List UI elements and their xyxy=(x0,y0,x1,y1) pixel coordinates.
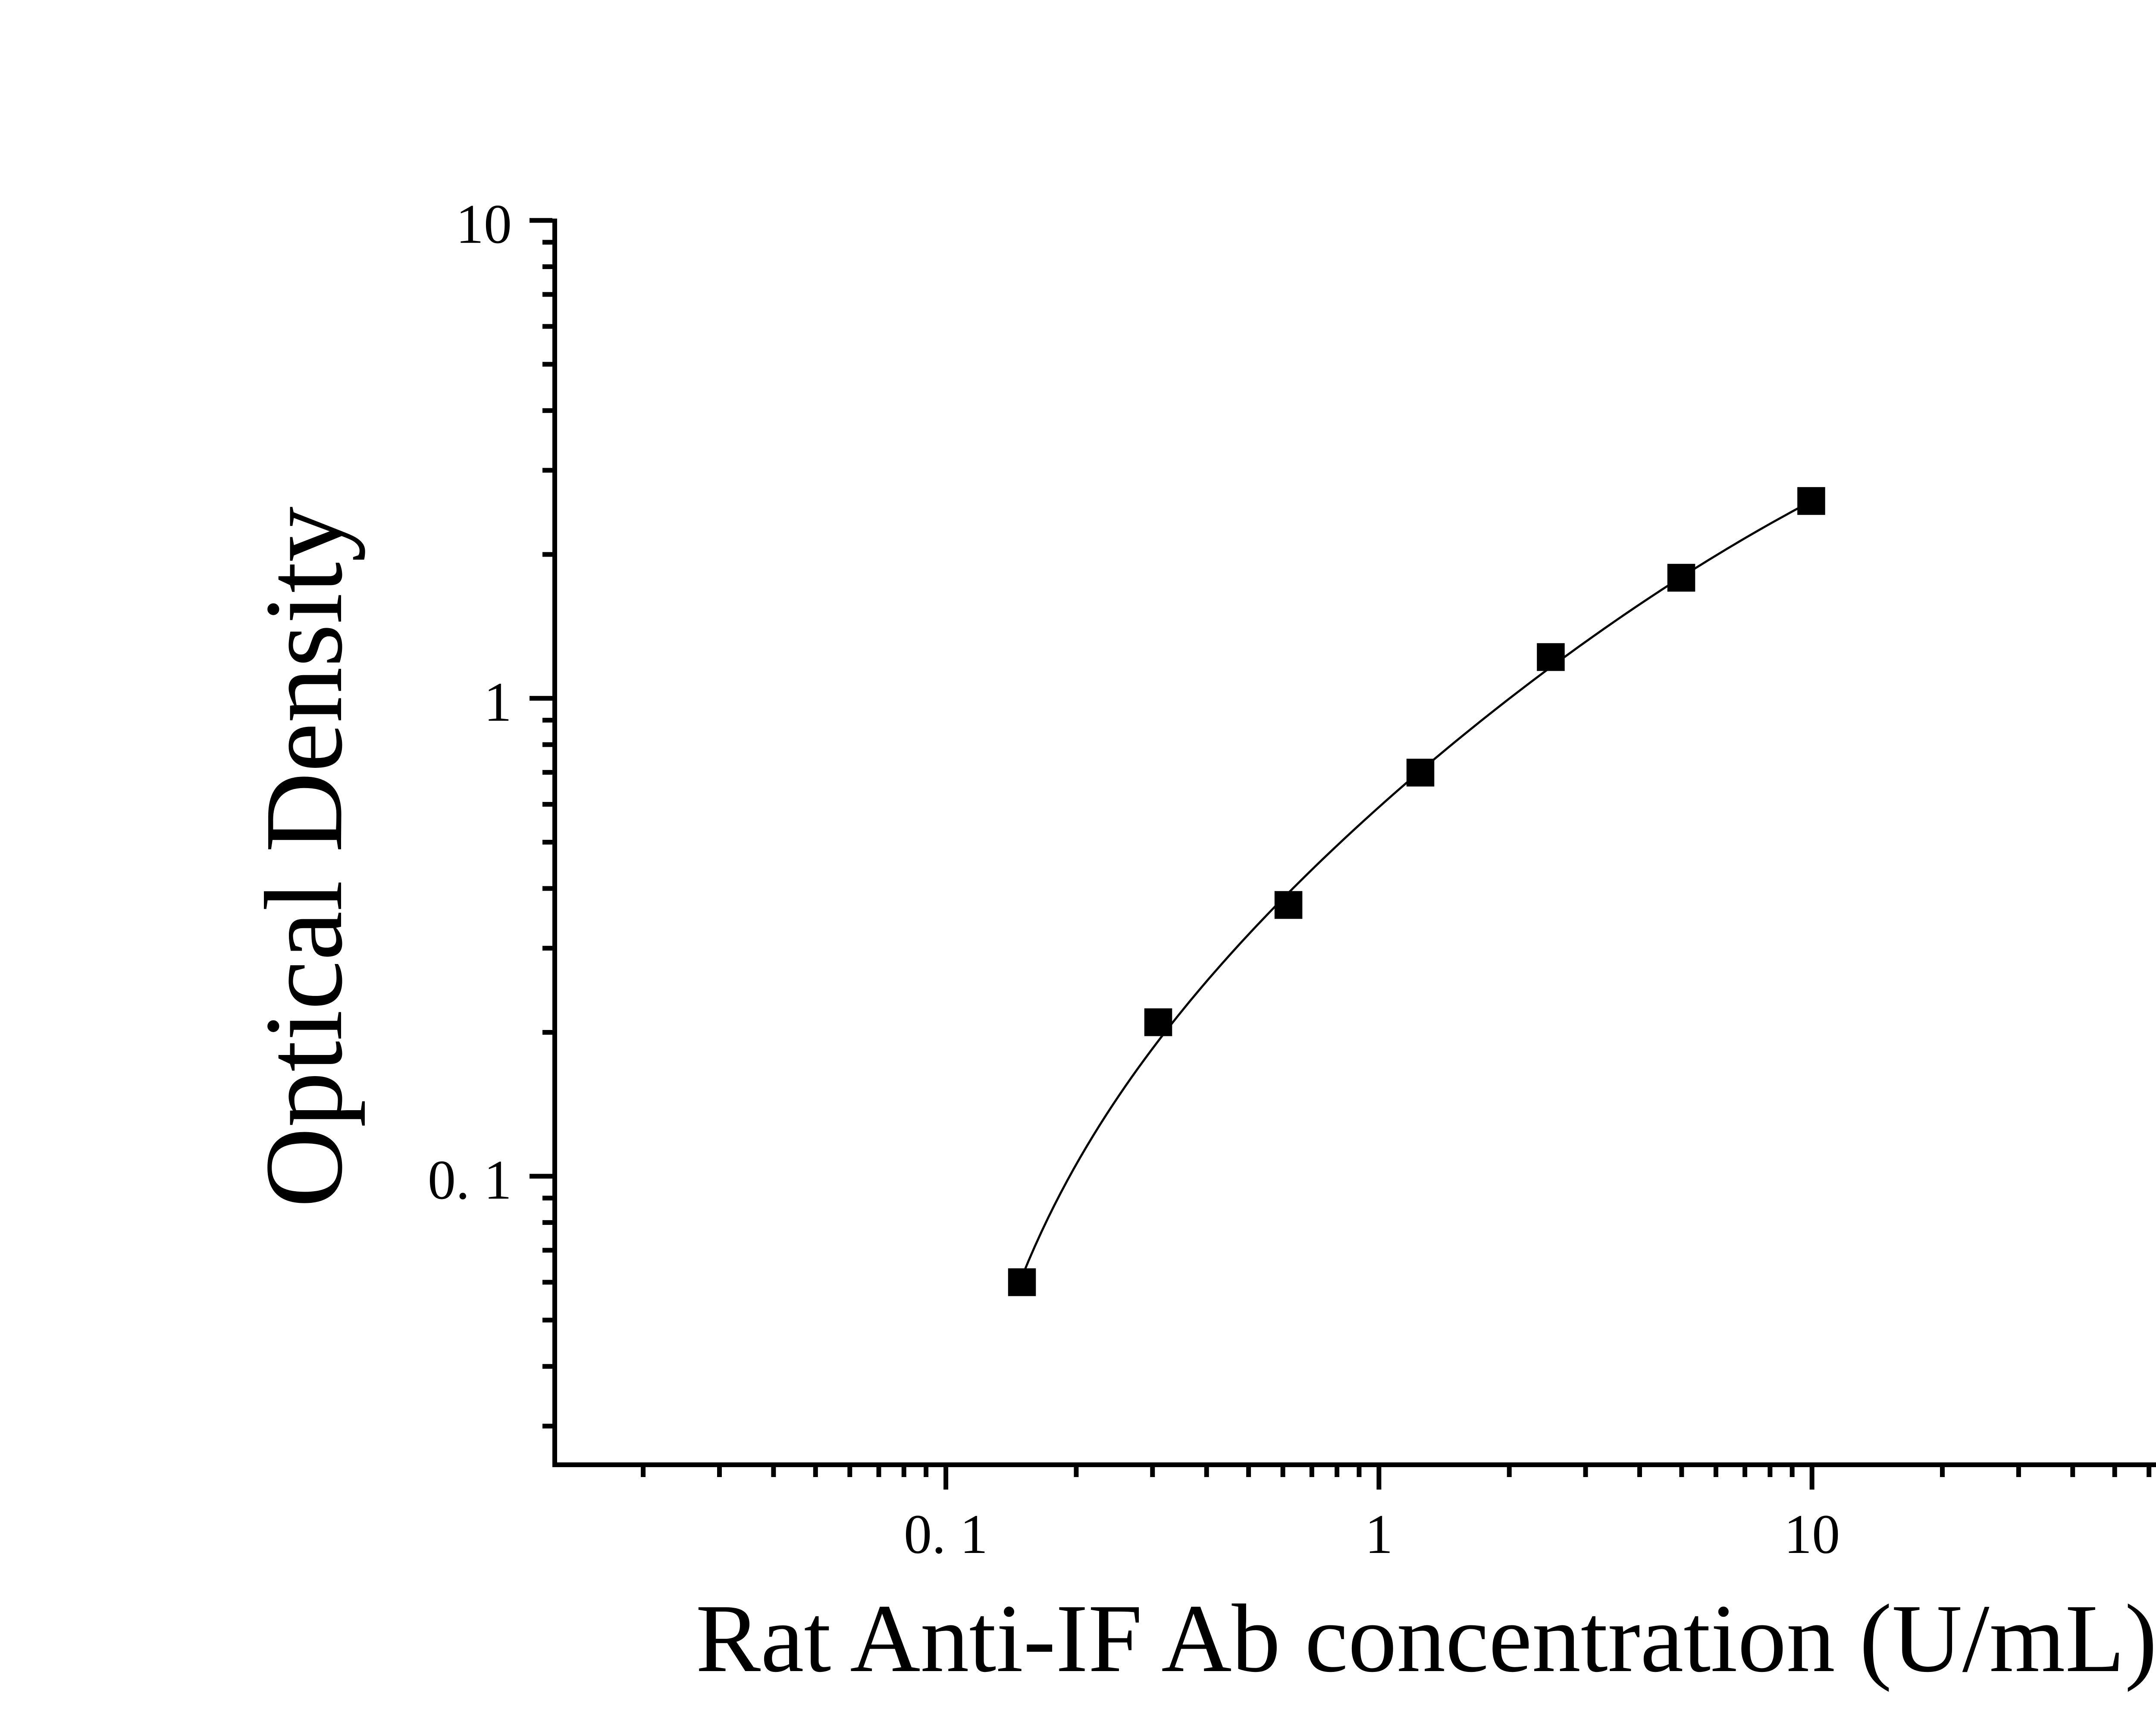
svg-text:1: 1 xyxy=(1365,1503,1393,1565)
svg-text:1: 1 xyxy=(484,671,512,733)
svg-text:Rat Anti-IF Ab concentration (: Rat Anti-IF Ab concentration (U/mL) xyxy=(696,1584,2156,1692)
svg-text:10: 10 xyxy=(1784,1503,1840,1565)
svg-text:Optical Density: Optical Density xyxy=(242,507,365,1208)
svg-text:0. 1: 0. 1 xyxy=(428,1149,512,1211)
svg-text:0. 1: 0. 1 xyxy=(904,1503,988,1565)
svg-text:10: 10 xyxy=(456,193,512,255)
